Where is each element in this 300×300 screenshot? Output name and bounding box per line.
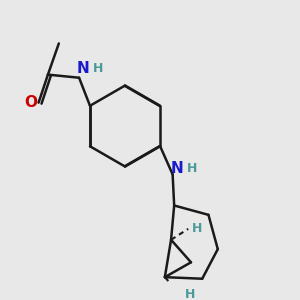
- Text: H: H: [187, 162, 197, 175]
- Text: H: H: [192, 222, 203, 236]
- Text: N: N: [171, 160, 184, 175]
- Text: O: O: [24, 95, 37, 110]
- Text: H: H: [184, 288, 195, 300]
- Text: H: H: [93, 62, 103, 75]
- Text: N: N: [76, 61, 89, 76]
